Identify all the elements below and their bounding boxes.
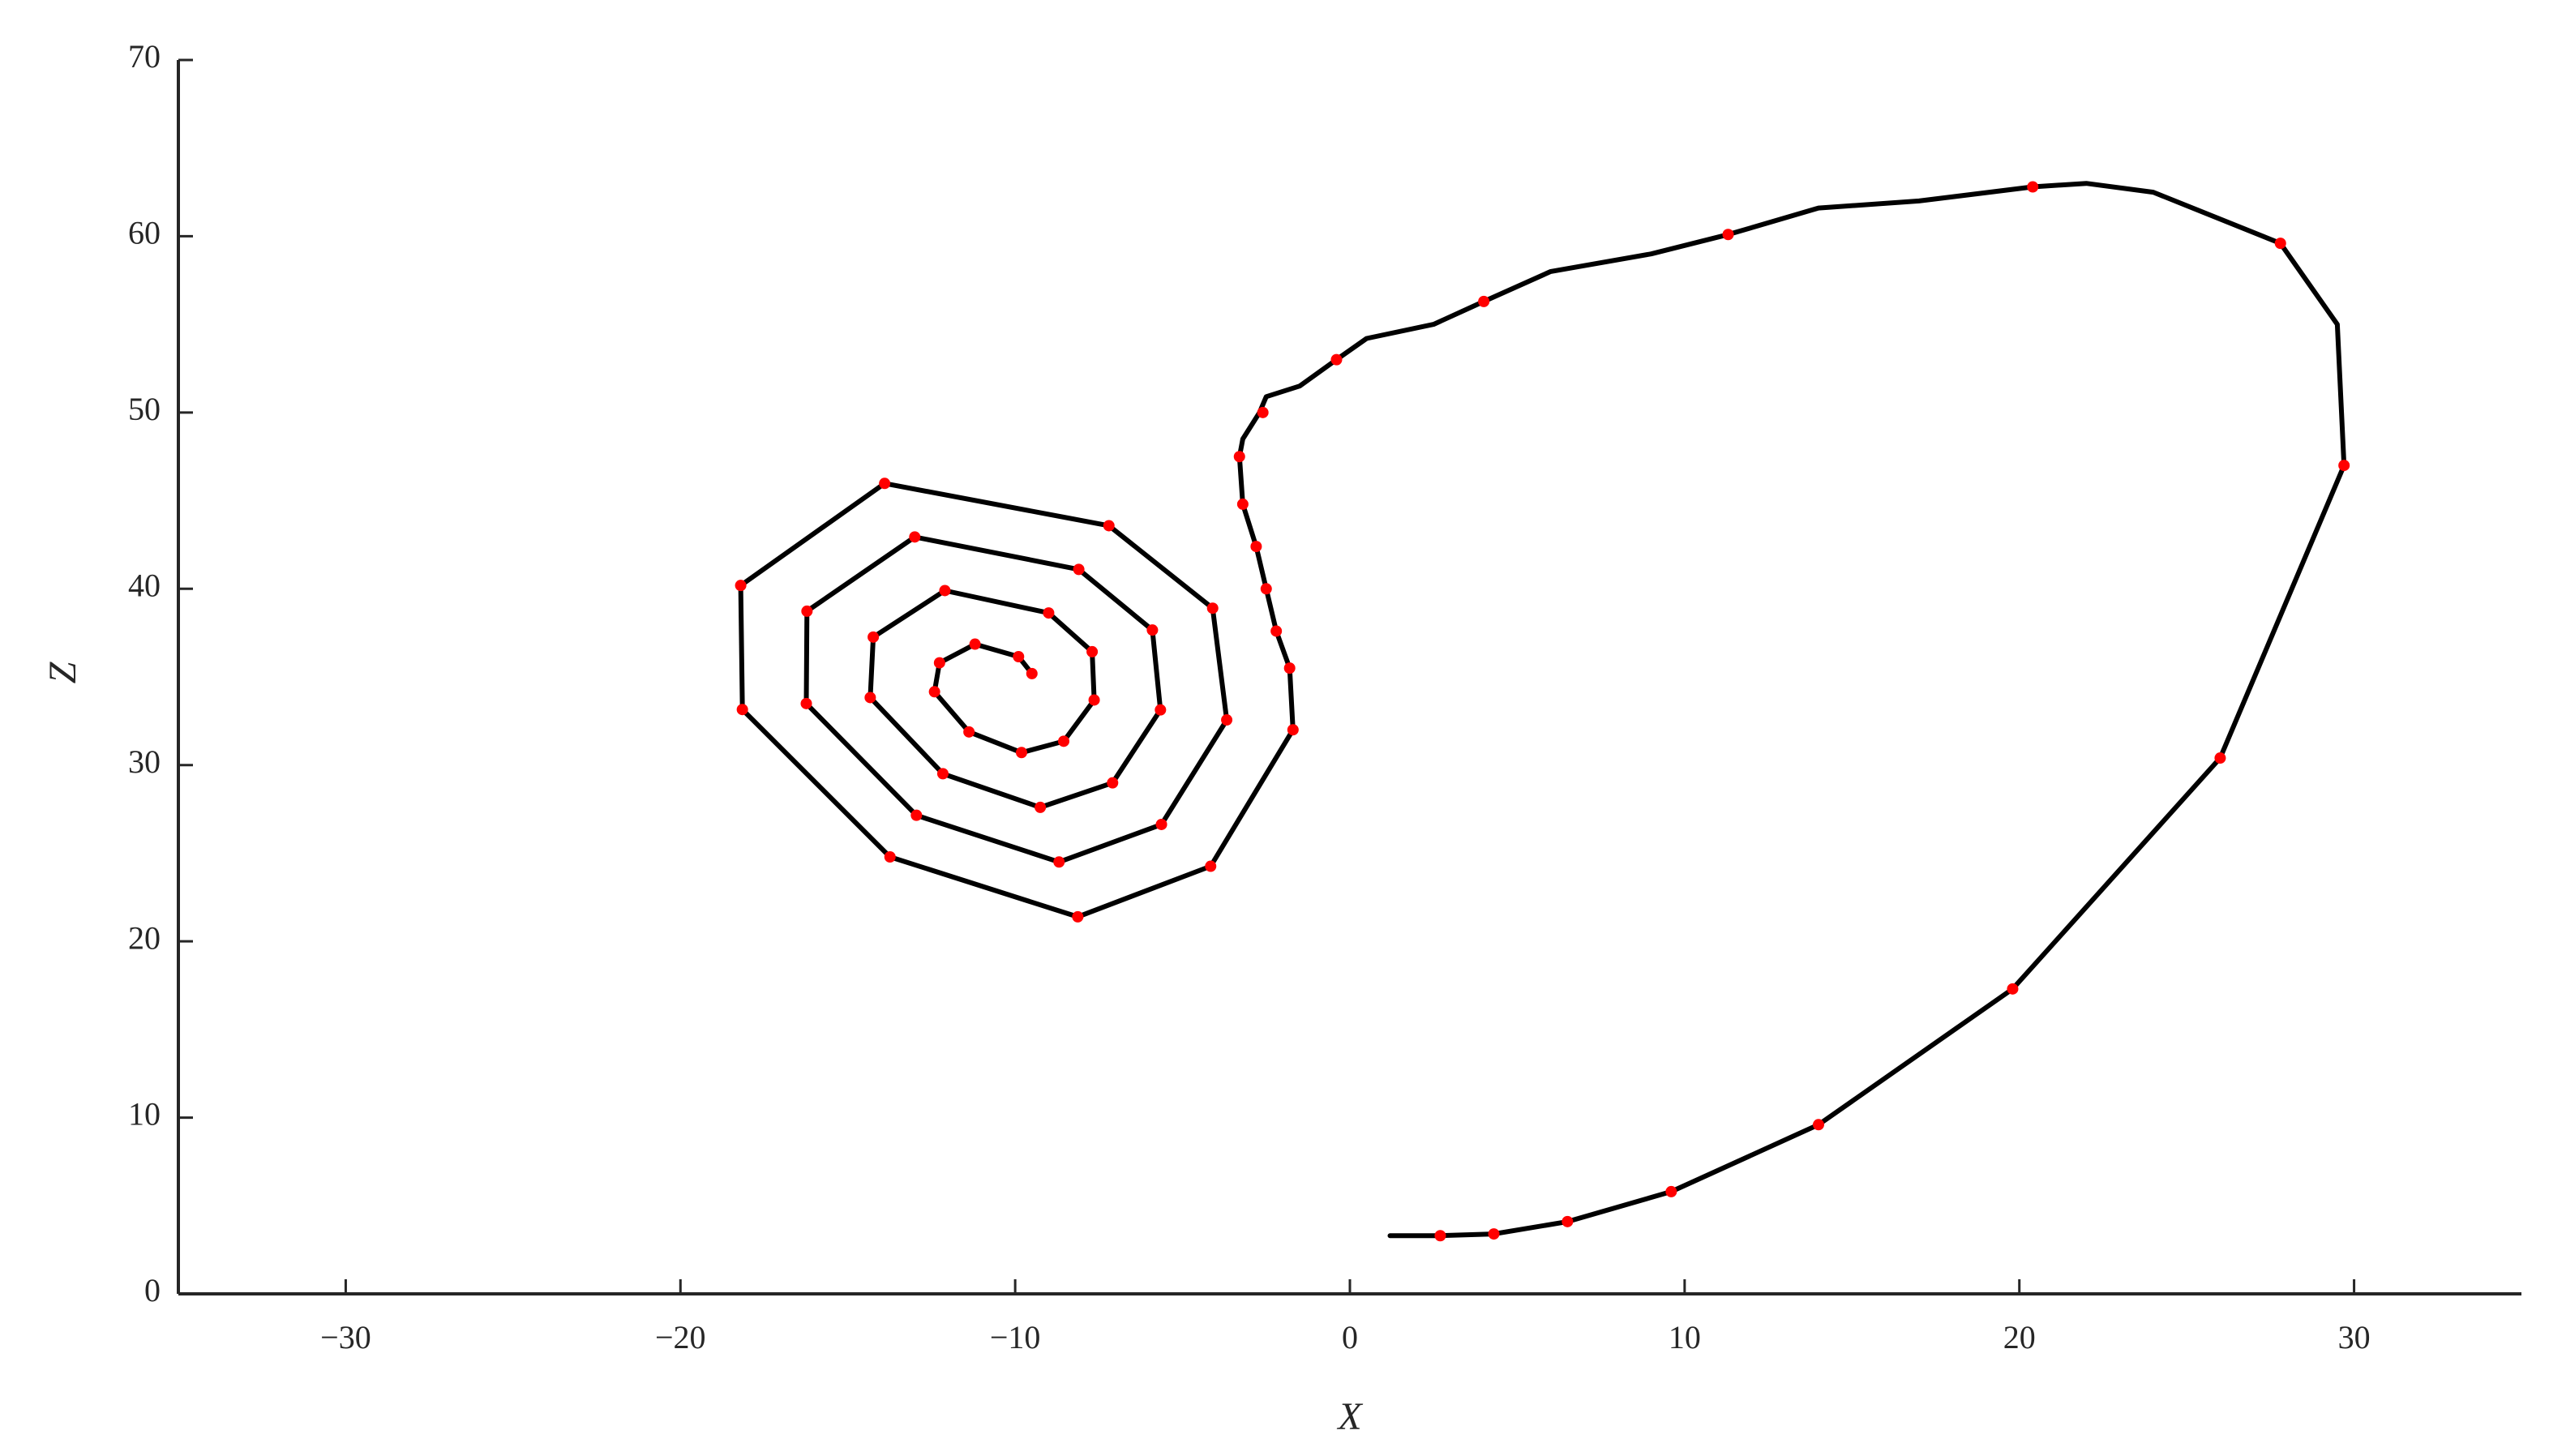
data-point [2027, 181, 2039, 193]
data-point [1155, 704, 1167, 716]
x-tick-label: 10 [1669, 1319, 1701, 1355]
data-point [1155, 818, 1167, 830]
y-tick-label: 0 [144, 1272, 161, 1308]
data-point [1103, 520, 1115, 532]
data-point [1434, 1230, 1446, 1242]
data-point [1058, 735, 1070, 747]
data-point [1257, 406, 1269, 418]
data-point [735, 580, 747, 592]
x-tick-label: 0 [1342, 1319, 1358, 1355]
data-point [879, 477, 891, 490]
data-point [736, 704, 748, 716]
x-tick-label: 30 [2338, 1319, 2371, 1355]
y-tick-label: 60 [128, 215, 161, 251]
data-point [801, 605, 813, 617]
data-point [1287, 724, 1299, 736]
x-tick-label: 20 [2003, 1319, 2036, 1355]
data-point [868, 631, 880, 643]
data-point [1043, 607, 1055, 619]
data-point [939, 585, 951, 597]
data-point [2338, 460, 2350, 472]
trajectory-line [738, 181, 2347, 1239]
data-point [1270, 625, 1283, 637]
data-point [1813, 1119, 1824, 1131]
data-point [1283, 662, 1296, 674]
data-point [1205, 860, 1217, 872]
data-point [936, 768, 949, 780]
x-tick-label: −10 [990, 1319, 1041, 1355]
y-tick-label: 50 [128, 391, 161, 427]
y-tick-label: 10 [128, 1096, 161, 1133]
data-point [1236, 498, 1249, 510]
x-tick-label: −20 [655, 1319, 706, 1355]
data-point [1107, 777, 1119, 789]
data-point [963, 726, 975, 738]
data-point [1072, 910, 1084, 923]
data-point [1665, 1185, 1677, 1197]
data-point [928, 686, 940, 698]
data-point [1562, 1215, 1574, 1227]
data-point [1206, 602, 1219, 615]
y-tick-label: 30 [128, 743, 161, 780]
data-point [1035, 801, 1047, 813]
data-point [1086, 645, 1099, 657]
data-point [2007, 983, 2019, 995]
y-tick-label: 40 [128, 567, 161, 603]
data-point [1478, 295, 1490, 307]
data-point [1260, 583, 1272, 595]
data-point [1026, 667, 1038, 679]
data-point [1088, 694, 1100, 706]
data-point [1722, 229, 1734, 241]
y-axis-label: Z [41, 661, 84, 683]
data-point [1250, 541, 1262, 553]
data-point [910, 809, 923, 821]
y-tick-label: 20 [128, 919, 161, 956]
data-point [1073, 563, 1085, 576]
data-point [800, 697, 812, 709]
data-point [1488, 1228, 1500, 1240]
data-point [864, 692, 876, 704]
data-point [1053, 856, 1065, 868]
data-point [909, 531, 921, 543]
data-point [1221, 714, 1233, 726]
x-tick-label: −30 [320, 1319, 371, 1355]
data-point [2214, 752, 2226, 764]
data-point [884, 850, 896, 863]
data-point [2274, 238, 2286, 250]
data-point [1015, 747, 1027, 759]
y-tick-label: 70 [128, 38, 161, 75]
data-point [933, 657, 945, 669]
data-point [1146, 624, 1159, 636]
x-axis-label: X [1336, 1395, 1363, 1438]
data-point [1330, 353, 1343, 366]
data-point [1233, 451, 1245, 463]
data-point [1013, 650, 1025, 662]
data-point [969, 638, 981, 650]
